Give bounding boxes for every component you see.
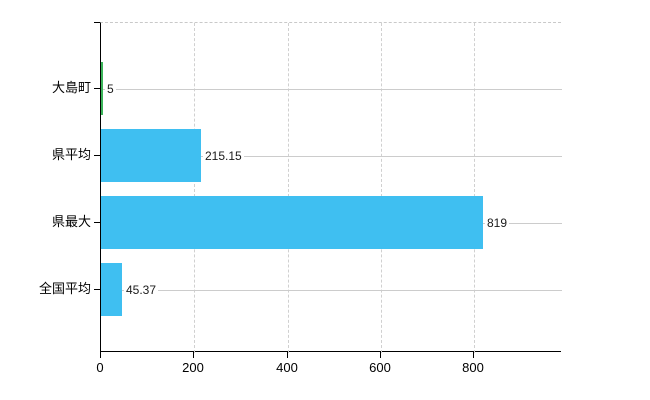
vertical-gridline: [288, 23, 289, 353]
row-gridline: [101, 89, 562, 90]
plot-area: 5 215.15 819 45.37: [100, 22, 562, 353]
bar-value-label: 5: [105, 81, 116, 97]
y-axis-tick: [94, 88, 100, 89]
bar: [101, 263, 122, 316]
row-gridline: [101, 156, 562, 157]
y-axis-tick: [94, 155, 100, 156]
y-axis-label: 県最大: [51, 214, 91, 229]
bar-value-label: 215.15: [203, 148, 244, 164]
y-axis-label: 県平均: [51, 147, 91, 162]
y-axis-label: 全国平均: [38, 281, 91, 296]
bar: [101, 62, 103, 115]
row-gridline: [101, 290, 562, 291]
vertical-gridline: [194, 23, 195, 353]
vertical-gridline: [474, 23, 475, 353]
x-axis-tick-label: 200: [182, 360, 204, 375]
x-axis-tick-label: 600: [369, 360, 391, 375]
x-axis-tick-label: 400: [276, 360, 298, 375]
y-axis-tick: [94, 222, 100, 223]
y-axis-tick: [94, 289, 100, 290]
x-axis-tick: [100, 352, 101, 358]
bar-value-label: 819: [485, 215, 510, 231]
y-axis-top-tick: [94, 22, 100, 23]
vertical-gridline: [381, 23, 382, 353]
y-axis-label: 大島町: [51, 80, 91, 95]
x-axis-tick: [380, 352, 381, 358]
bar: [101, 196, 483, 249]
x-axis-tick: [193, 352, 194, 358]
bar: [101, 129, 201, 182]
x-axis-tick: [287, 352, 288, 358]
x-axis-tick: [473, 352, 474, 358]
bar-value-label: 45.37: [124, 282, 159, 298]
x-axis-tick-label: 0: [96, 360, 104, 375]
x-axis-tick-label: 800: [462, 360, 484, 375]
